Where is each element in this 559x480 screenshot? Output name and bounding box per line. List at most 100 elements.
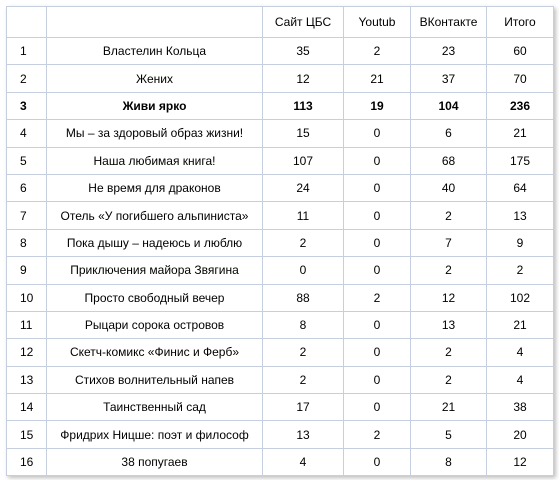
table-row: 4 Мы – за здоровый образ жизни! 15 0 6 21 bbox=[6, 119, 554, 148]
value-cell: 40 bbox=[410, 173, 487, 203]
table-row: 6 Не время для драконов 24 0 40 64 bbox=[6, 173, 554, 203]
value-cell: 4 bbox=[262, 447, 344, 477]
value-cell: 2 bbox=[262, 338, 344, 367]
table-row: 12 Скетч-комикс «Финис и Ферб» 2 0 2 4 bbox=[6, 338, 554, 367]
table-row: 16 38 попугаев 4 0 8 12 bbox=[6, 447, 554, 477]
title-cell: Мы – за здоровый образ жизни! bbox=[46, 119, 263, 148]
value-cell: 0 bbox=[343, 146, 411, 175]
value-cell: 0 bbox=[343, 201, 411, 230]
title-cell: Наша любимая книга! bbox=[46, 146, 263, 175]
value-cell: 113 bbox=[262, 91, 344, 121]
value-cell: 2 bbox=[262, 228, 344, 258]
table-row: 8 Пока дышу – надеюсь и люблю 2 0 7 9 bbox=[6, 228, 554, 258]
value-cell: 0 bbox=[262, 256, 344, 285]
title-cell: Отель «У погибшего альпиниста» bbox=[46, 201, 263, 230]
value-cell: 2 bbox=[262, 365, 344, 395]
value-cell: 0 bbox=[343, 228, 411, 258]
header-cell: Сайт ЦБС bbox=[262, 6, 344, 38]
value-cell: 70 bbox=[486, 64, 554, 93]
value-cell: 38 bbox=[486, 393, 554, 422]
table-row: 10 Просто свободный вечер 88 2 12 102 bbox=[6, 283, 554, 312]
value-cell: 24 bbox=[262, 173, 344, 203]
value-cell: 35 bbox=[262, 36, 344, 66]
table-row: 7 Отель «У погибшего альпиниста» 11 0 2 13 bbox=[6, 201, 554, 230]
title-cell: Рыцари сорока островов bbox=[46, 310, 263, 340]
row-number: 9 bbox=[6, 256, 47, 285]
value-cell: 19 bbox=[343, 91, 411, 121]
header-cell: ВКонтакте bbox=[410, 6, 487, 38]
value-cell: 8 bbox=[410, 447, 487, 477]
header-cell bbox=[46, 6, 263, 38]
value-cell: 8 bbox=[262, 310, 344, 340]
value-cell: 12 bbox=[486, 447, 554, 477]
row-number: 4 bbox=[6, 119, 47, 148]
value-cell: 23 bbox=[410, 36, 487, 66]
value-cell: 0 bbox=[343, 393, 411, 422]
value-cell: 6 bbox=[410, 119, 487, 148]
value-cell: 21 bbox=[343, 64, 411, 93]
value-cell: 0 bbox=[343, 365, 411, 395]
row-number: 12 bbox=[6, 338, 47, 367]
title-cell: Приключения майора Звягина bbox=[46, 256, 263, 285]
table-row: 14 Таинственный сад 17 0 21 38 bbox=[6, 393, 554, 422]
value-cell: 2 bbox=[343, 420, 411, 449]
value-cell: 0 bbox=[343, 447, 411, 477]
table-row: 2 Жених 12 21 37 70 bbox=[6, 64, 554, 93]
table-row: 3 Живи ярко 113 19 104 236 bbox=[6, 91, 554, 121]
value-cell: 5 bbox=[410, 420, 487, 449]
value-cell: 102 bbox=[486, 283, 554, 312]
table-body: 1 Властелин Кольца 35 2 23 60 2 Жених 12 21 37 70 3 Ж… bbox=[6, 36, 554, 477]
value-cell: 37 bbox=[410, 64, 487, 93]
value-cell: 0 bbox=[343, 119, 411, 148]
value-cell: 2 bbox=[343, 36, 411, 66]
value-cell: 9 bbox=[486, 228, 554, 258]
value-cell: 0 bbox=[343, 256, 411, 285]
value-cell: 64 bbox=[486, 173, 554, 203]
value-cell: 7 bbox=[410, 228, 487, 258]
data-table: Сайт ЦБС Youtub ВКонтакте Итого 1 Властелин … bbox=[6, 6, 554, 477]
row-number: 1 bbox=[6, 36, 47, 66]
row-number: 5 bbox=[6, 146, 47, 175]
value-cell: 175 bbox=[486, 146, 554, 175]
title-cell: 38 попугаев bbox=[46, 447, 263, 477]
value-cell: 12 bbox=[410, 283, 487, 312]
row-number: 16 bbox=[6, 447, 47, 477]
title-cell: Пока дышу – надеюсь и люблю bbox=[46, 228, 263, 258]
value-cell: 2 bbox=[343, 283, 411, 312]
value-cell: 2 bbox=[410, 256, 487, 285]
value-cell: 104 bbox=[410, 91, 487, 121]
value-cell: 2 bbox=[410, 365, 487, 395]
value-cell: 12 bbox=[262, 64, 344, 93]
table-row: 15 Фридрих Ницше: поэт и философ 13 2 5 20 bbox=[6, 420, 554, 449]
value-cell: 2 bbox=[410, 201, 487, 230]
row-number: 8 bbox=[6, 228, 47, 258]
value-cell: 68 bbox=[410, 146, 487, 175]
value-cell: 21 bbox=[410, 393, 487, 422]
value-cell: 15 bbox=[262, 119, 344, 148]
title-cell: Не время для драконов bbox=[46, 173, 263, 203]
value-cell: 21 bbox=[486, 119, 554, 148]
table-row: 9 Приключения майора Звягина 0 0 2 2 bbox=[6, 256, 554, 285]
row-number: 15 bbox=[6, 420, 47, 449]
value-cell: 13 bbox=[410, 310, 487, 340]
row-number: 2 bbox=[6, 64, 47, 93]
value-cell: 88 bbox=[262, 283, 344, 312]
row-number: 13 bbox=[6, 365, 47, 395]
row-number: 7 bbox=[6, 201, 47, 230]
value-cell: 107 bbox=[262, 146, 344, 175]
title-cell: Просто свободный вечер bbox=[46, 283, 263, 312]
row-number: 14 bbox=[6, 393, 47, 422]
value-cell: 11 bbox=[262, 201, 344, 230]
value-cell: 17 bbox=[262, 393, 344, 422]
row-number: 11 bbox=[6, 310, 47, 340]
row-number: 3 bbox=[6, 91, 47, 121]
title-cell: Таинственный сад bbox=[46, 393, 263, 422]
title-cell: Скетч-комикс «Финис и Ферб» bbox=[46, 338, 263, 367]
title-cell: Властелин Кольца bbox=[46, 36, 263, 66]
table-row: 11 Рыцари сорока островов 8 0 13 21 bbox=[6, 310, 554, 340]
header-row: Сайт ЦБС Youtub ВКонтакте Итого bbox=[6, 6, 554, 38]
header-cell: Итого bbox=[486, 6, 554, 38]
value-cell: 4 bbox=[486, 365, 554, 395]
value-cell: 21 bbox=[486, 310, 554, 340]
